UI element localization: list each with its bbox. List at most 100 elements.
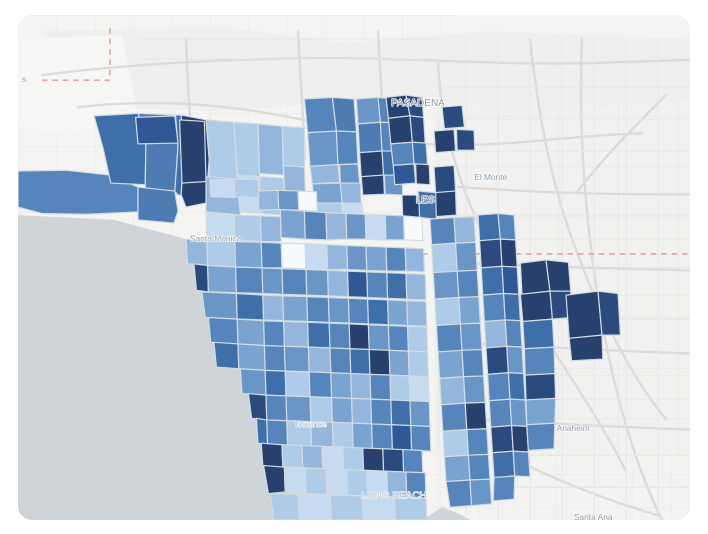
zcta-polygon[interactable] xyxy=(442,428,470,458)
zcta-polygon[interactable] xyxy=(329,347,352,375)
zcta-polygon[interactable] xyxy=(297,493,333,520)
zcta-polygon[interactable] xyxy=(479,238,503,269)
zcta-polygon[interactable] xyxy=(205,119,238,180)
zcta-polygon[interactable] xyxy=(265,394,288,422)
zcta-polygon[interactable] xyxy=(262,294,285,322)
zcta-polygon[interactable] xyxy=(461,348,485,378)
zcta-polygon[interactable] xyxy=(193,263,209,293)
zcta-polygon[interactable] xyxy=(405,272,427,301)
zcta-polygon[interactable] xyxy=(303,210,328,241)
zcta-polygon[interactable] xyxy=(307,321,331,349)
zcta-polygon[interactable] xyxy=(565,290,603,339)
zcta-polygon[interactable] xyxy=(370,398,393,426)
zcta-polygon[interactable] xyxy=(519,290,553,323)
zcta-polygon[interactable] xyxy=(415,163,431,186)
zcta-polygon[interactable] xyxy=(309,396,334,423)
zcta-polygon[interactable] xyxy=(306,296,330,323)
zcta-polygon[interactable] xyxy=(263,344,286,372)
zcta-polygon[interactable] xyxy=(137,186,179,224)
zcta-polygon[interactable] xyxy=(387,115,414,145)
zcta-polygon[interactable] xyxy=(263,320,286,347)
zcta-polygon[interactable] xyxy=(522,318,555,350)
map-canvas[interactable]: s PASADENA El Monte LES Santa Monica Torrance… xyxy=(18,15,690,520)
zcta-polygon[interactable] xyxy=(309,164,341,185)
zcta-polygon[interactable] xyxy=(524,372,557,401)
zcta-polygon[interactable] xyxy=(511,424,530,453)
zcta-polygon[interactable] xyxy=(351,397,373,425)
zcta-polygon[interactable] xyxy=(233,121,261,178)
zcta-polygon[interactable] xyxy=(260,442,284,468)
zcta-polygon[interactable] xyxy=(369,373,392,401)
zcta-polygon[interactable] xyxy=(409,400,431,427)
zcta-polygon[interactable] xyxy=(392,163,417,186)
zcta-polygon[interactable] xyxy=(491,450,516,479)
zcta-polygon[interactable] xyxy=(545,259,572,292)
zcta-polygon[interactable] xyxy=(403,215,424,242)
zcta-polygon[interactable] xyxy=(388,349,410,377)
zcta-polygon[interactable] xyxy=(349,348,371,375)
zcta-polygon[interactable] xyxy=(283,320,310,348)
zcta-polygon[interactable] xyxy=(266,419,289,447)
zcta-polygon[interactable] xyxy=(345,212,367,240)
zcta-polygon[interactable] xyxy=(347,270,369,299)
zcta-polygon[interactable] xyxy=(355,96,382,125)
zcta-polygon[interactable] xyxy=(135,115,179,145)
zcta-polygon[interactable] xyxy=(525,397,557,426)
zcta-polygon[interactable] xyxy=(568,334,604,362)
zcta-polygon[interactable] xyxy=(458,296,482,325)
zcta-polygon[interactable] xyxy=(339,163,361,184)
zcta-polygon[interactable] xyxy=(368,348,391,376)
zcta-polygon[interactable] xyxy=(233,178,260,199)
zcta-polygon[interactable] xyxy=(390,399,412,427)
zcta-polygon[interactable] xyxy=(280,242,307,270)
zcta-polygon[interactable] xyxy=(206,239,237,268)
zcta-polygon[interactable] xyxy=(389,374,411,402)
zcta-polygon[interactable] xyxy=(304,467,328,495)
zcta-polygon[interactable] xyxy=(441,104,466,130)
zcta-polygon[interactable] xyxy=(393,496,428,520)
zcta-polygon[interactable] xyxy=(282,295,309,323)
zcta-polygon[interactable] xyxy=(463,375,486,404)
zcta-polygon[interactable] xyxy=(507,372,526,401)
zcta-polygon[interactable] xyxy=(485,345,510,375)
zcta-polygon[interactable] xyxy=(440,402,468,432)
zcta-polygon[interactable] xyxy=(509,398,528,427)
zcta-polygon[interactable] xyxy=(526,422,556,451)
zcta-polygon[interactable] xyxy=(466,428,490,456)
zcta-polygon[interactable] xyxy=(408,375,430,403)
zcta-polygon[interactable] xyxy=(297,190,318,212)
zcta-polygon[interactable] xyxy=(519,259,551,295)
zcta-polygon[interactable] xyxy=(362,447,385,472)
zcta-polygon[interactable] xyxy=(359,150,385,178)
zcta-polygon[interactable] xyxy=(209,178,236,199)
zcta-polygon[interactable] xyxy=(483,319,508,349)
zcta-polygon[interactable] xyxy=(261,267,284,295)
zcta-polygon[interactable] xyxy=(237,343,266,371)
zcta-polygon[interactable] xyxy=(456,269,480,299)
zcta-polygon[interactable] xyxy=(407,325,429,353)
zcta-polygon[interactable] xyxy=(328,322,351,350)
zcta-polygon[interactable] xyxy=(504,319,523,348)
zcta-polygon[interactable] xyxy=(264,369,287,397)
zcta-polygon[interactable] xyxy=(433,164,457,194)
zcta-polygon[interactable] xyxy=(487,372,511,402)
zcta-polygon[interactable] xyxy=(326,244,349,271)
zcta-polygon[interactable] xyxy=(453,216,477,244)
zcta-polygon[interactable] xyxy=(406,300,428,327)
zcta-polygon[interactable] xyxy=(346,244,368,271)
zcta-polygon[interactable] xyxy=(236,318,265,347)
zcta-polygon[interactable] xyxy=(357,121,383,154)
zcta-polygon[interactable] xyxy=(234,240,263,269)
zcta-polygon[interactable] xyxy=(179,119,207,184)
zcta-polygon[interactable] xyxy=(339,182,362,204)
zcta-polygon[interactable] xyxy=(283,466,307,495)
zcta-polygon[interactable] xyxy=(402,448,424,474)
zcta-polygon[interactable] xyxy=(480,265,505,296)
zcta-polygon[interactable] xyxy=(201,291,238,320)
zcta-polygon[interactable] xyxy=(259,215,282,243)
zcta-polygon[interactable] xyxy=(455,128,476,151)
zcta-polygon[interactable] xyxy=(235,266,264,295)
choropleth-layer[interactable] xyxy=(18,94,621,520)
zcta-polygon[interactable] xyxy=(433,190,458,218)
zcta-polygon[interactable] xyxy=(434,296,462,327)
